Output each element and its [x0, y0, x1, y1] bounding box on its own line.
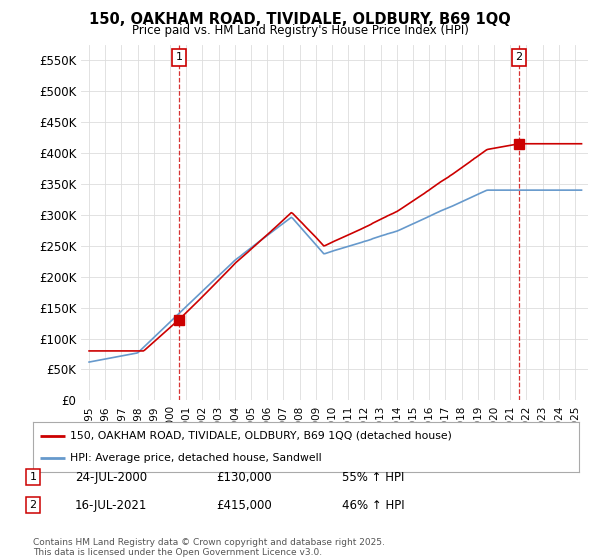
Text: £415,000: £415,000: [216, 498, 272, 512]
Text: 16-JUL-2021: 16-JUL-2021: [75, 498, 148, 512]
Text: Contains HM Land Registry data © Crown copyright and database right 2025.
This d: Contains HM Land Registry data © Crown c…: [33, 538, 385, 557]
Text: 1: 1: [175, 52, 182, 62]
Text: 46% ↑ HPI: 46% ↑ HPI: [342, 498, 404, 512]
Text: 150, OAKHAM ROAD, TIVIDALE, OLDBURY, B69 1QQ (detached house): 150, OAKHAM ROAD, TIVIDALE, OLDBURY, B69…: [70, 431, 452, 441]
Text: 55% ↑ HPI: 55% ↑ HPI: [342, 470, 404, 484]
Text: 2: 2: [515, 52, 523, 62]
Text: Price paid vs. HM Land Registry's House Price Index (HPI): Price paid vs. HM Land Registry's House …: [131, 24, 469, 37]
Text: 24-JUL-2000: 24-JUL-2000: [75, 470, 147, 484]
Text: HPI: Average price, detached house, Sandwell: HPI: Average price, detached house, Sand…: [70, 453, 322, 463]
Text: 1: 1: [29, 472, 37, 482]
Text: 150, OAKHAM ROAD, TIVIDALE, OLDBURY, B69 1QQ: 150, OAKHAM ROAD, TIVIDALE, OLDBURY, B69…: [89, 12, 511, 27]
Text: 2: 2: [29, 500, 37, 510]
Text: £130,000: £130,000: [216, 470, 272, 484]
